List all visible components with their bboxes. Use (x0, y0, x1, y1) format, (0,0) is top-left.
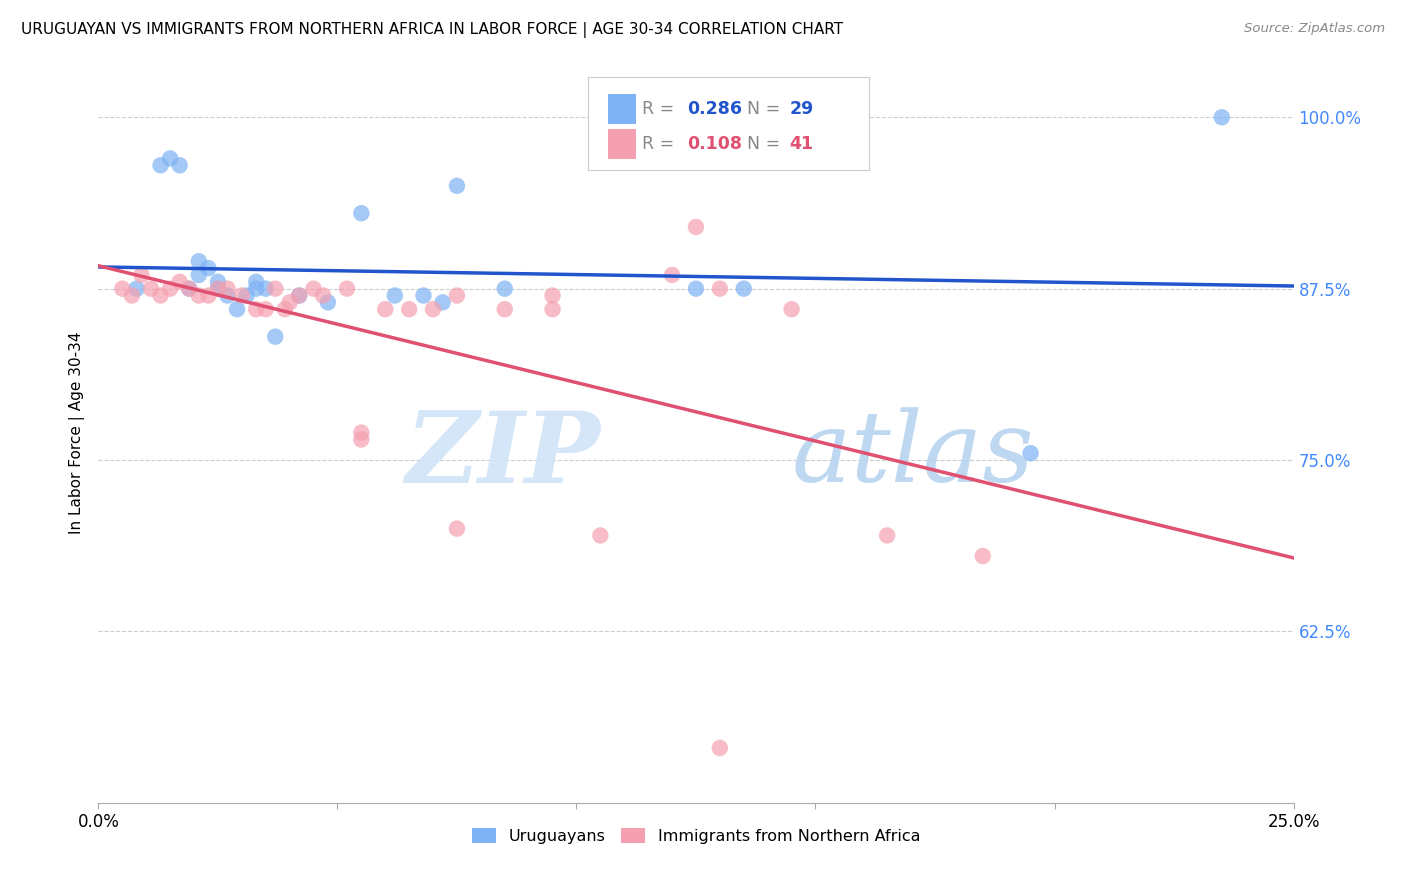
Point (187, 288, 209, 302)
Point (374, 302, 396, 317)
Point (187, 268, 209, 282)
Point (446, 522, 468, 536)
Text: 0.286: 0.286 (688, 100, 742, 118)
Point (446, 178, 468, 193)
Point (254, 302, 277, 317)
Point (350, 433, 373, 447)
Y-axis label: In Labor Force | Age 30-34: In Labor Force | Age 30-34 (69, 331, 84, 534)
Point (685, 282, 707, 296)
Point (159, 152, 181, 166)
Point (422, 302, 444, 317)
Point (278, 295, 301, 310)
Point (245, 275, 267, 289)
Point (245, 282, 267, 296)
Point (302, 282, 325, 296)
Point (264, 329, 287, 343)
Point (179, 282, 201, 296)
Point (149, 158, 172, 172)
Point (350, 206, 373, 220)
Point (661, 268, 683, 282)
FancyBboxPatch shape (589, 78, 869, 169)
Point (709, 741, 731, 756)
Point (733, 282, 755, 296)
Point (149, 288, 172, 302)
Point (131, 268, 153, 282)
Point (207, 282, 229, 296)
Point (685, 219, 707, 234)
Point (245, 302, 267, 317)
Point (312, 288, 335, 302)
Point (207, 275, 229, 289)
Point (169, 275, 191, 289)
Text: R =: R = (643, 135, 681, 153)
Point (972, 549, 994, 563)
Text: 29: 29 (789, 100, 814, 118)
Point (187, 254, 209, 268)
Point (217, 282, 239, 296)
Point (254, 282, 277, 296)
Point (336, 282, 359, 296)
Point (1019, 446, 1042, 460)
Text: 0.108: 0.108 (688, 135, 742, 153)
Text: N =: N = (748, 100, 786, 118)
Point (350, 425, 373, 440)
Point (139, 282, 162, 296)
Point (412, 288, 434, 302)
Text: N =: N = (748, 135, 786, 153)
Text: URUGUAYAN VS IMMIGRANTS FROM NORTHERN AFRICA IN LABOR FORCE | AGE 30-34 CORRELAT: URUGUAYAN VS IMMIGRANTS FROM NORTHERN AF… (21, 22, 844, 38)
Text: atlas: atlas (792, 407, 1035, 502)
Point (709, 282, 731, 296)
Text: ZIP: ZIP (405, 407, 600, 503)
Point (111, 282, 134, 296)
Point (235, 288, 257, 302)
Point (288, 288, 311, 302)
Point (398, 302, 420, 317)
Point (288, 288, 311, 302)
FancyBboxPatch shape (607, 129, 637, 159)
Text: Source: ZipAtlas.com: Source: ZipAtlas.com (1244, 22, 1385, 36)
Point (121, 288, 143, 302)
Point (384, 288, 406, 302)
Point (159, 282, 181, 296)
Point (316, 295, 339, 310)
Point (226, 302, 249, 317)
Point (446, 288, 468, 302)
Point (876, 528, 898, 542)
Point (494, 302, 516, 317)
Point (264, 282, 287, 296)
Text: 41: 41 (789, 135, 813, 153)
Point (231, 288, 253, 302)
Point (541, 302, 564, 317)
Point (125, 282, 148, 296)
Point (169, 158, 191, 172)
Point (589, 528, 612, 542)
FancyBboxPatch shape (607, 95, 637, 124)
Point (274, 302, 297, 317)
Point (179, 282, 201, 296)
Point (197, 261, 219, 276)
Point (494, 282, 516, 296)
Text: R =: R = (643, 100, 681, 118)
Point (217, 288, 239, 302)
Point (541, 288, 564, 302)
Point (207, 282, 229, 296)
Point (1211, 110, 1233, 124)
Point (780, 302, 803, 317)
Point (197, 288, 219, 302)
Point (432, 295, 454, 310)
Legend: Uruguayans, Immigrants from Northern Africa: Uruguayans, Immigrants from Northern Afr… (465, 822, 927, 850)
